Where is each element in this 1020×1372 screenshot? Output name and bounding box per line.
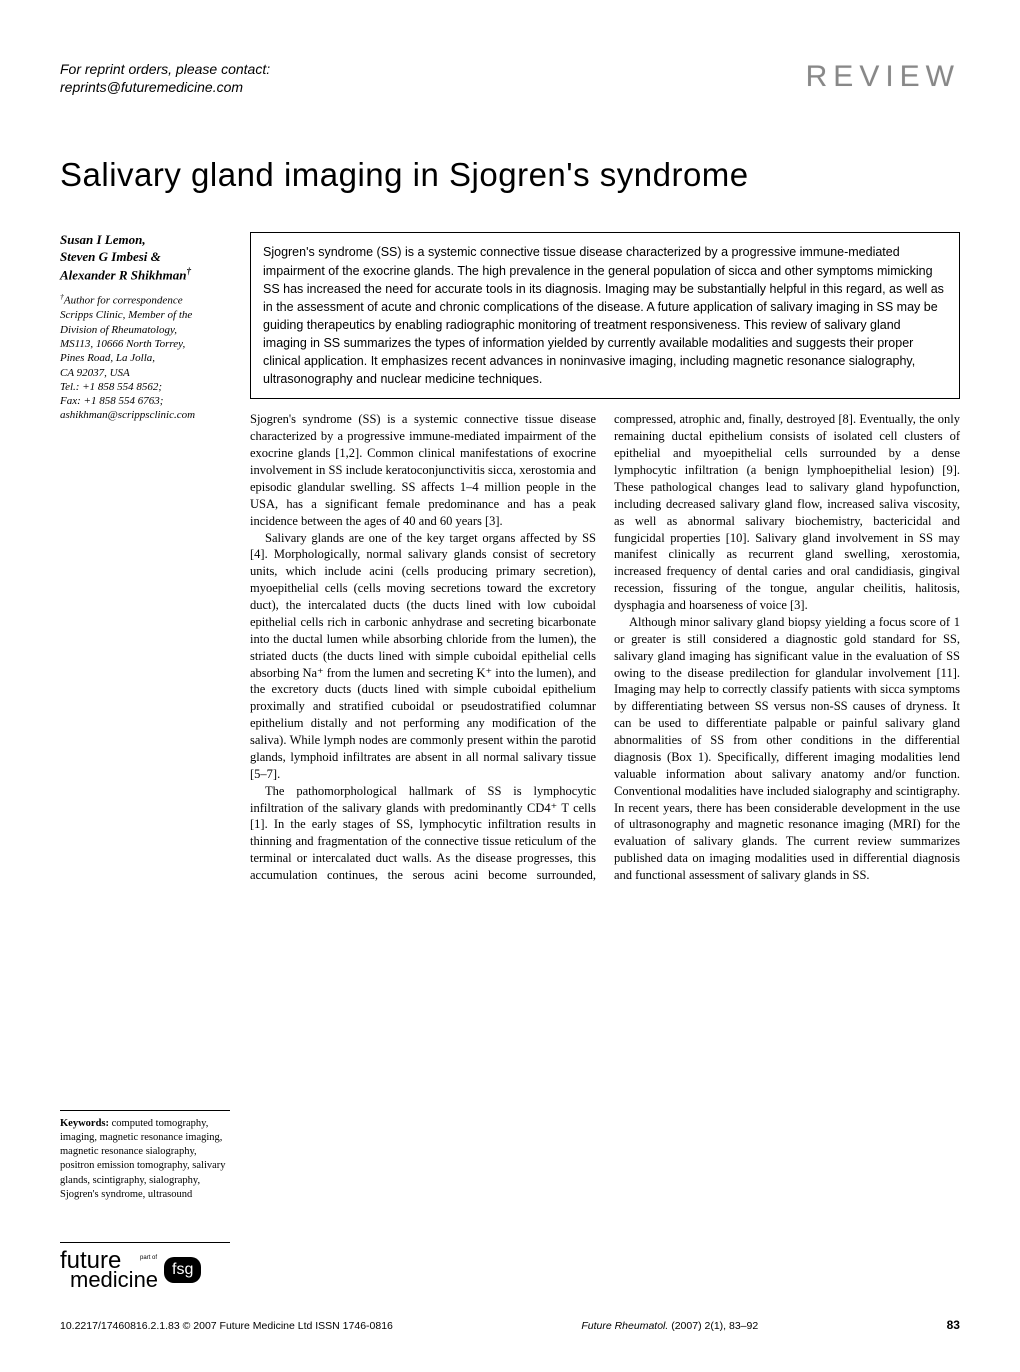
article-title: Salivary gland imaging in Sjogren's synd…	[60, 156, 960, 194]
author-2: Steven G Imbesi &	[60, 249, 230, 266]
author-list: Susan I Lemon, Steven G Imbesi & Alexand…	[60, 232, 230, 284]
main-column: Sjogren's syndrome (SS) is a systemic co…	[250, 232, 960, 884]
content-row: Susan I Lemon, Steven G Imbesi & Alexand…	[60, 232, 960, 884]
affiliation-block: †Author for correspondence Scripps Clini…	[60, 292, 230, 422]
keywords-text: computed tomography, imaging, magnetic r…	[60, 1118, 226, 1200]
sidebar: Susan I Lemon, Steven G Imbesi & Alexand…	[60, 232, 230, 884]
author-3: Alexander R Shikhman†	[60, 266, 230, 284]
affil-tel: Tel.: +1 858 554 8562;	[60, 380, 230, 394]
fsg-text: fsg	[172, 1261, 193, 1278]
affil-email: ashikhman@scrippsclinic.com	[60, 408, 230, 422]
corr-note: †Author for correspondence	[60, 292, 230, 308]
partof-label: part of	[140, 1255, 157, 1261]
reprint-line1: For reprint orders, please contact:	[60, 60, 270, 78]
footer-citation: Future Rheumatol. (2007) 2(1), 83–92	[581, 1320, 758, 1332]
section-badge: REVIEW	[806, 60, 960, 94]
publisher-logo: future medicine part of fsg	[60, 1242, 230, 1290]
fsg-badge-icon: part of fsg	[164, 1257, 201, 1283]
affil-l2: Division of Rheumatology,	[60, 323, 230, 337]
keywords-label: Keywords:	[60, 1118, 109, 1129]
affil-fax: Fax: +1 858 554 6763;	[60, 394, 230, 408]
author-1: Susan I Lemon,	[60, 232, 230, 249]
page-footer: 10.2217/17460816.2.1.83 © 2007 Future Me…	[60, 1318, 960, 1332]
body-p1: Sjogren's syndrome (SS) is a systemic co…	[250, 411, 596, 529]
body-p2: Salivary glands are one of the key targe…	[250, 530, 596, 783]
reprint-contact: For reprint orders, please contact: repr…	[60, 60, 270, 96]
affil-l3: MS113, 10666 North Torrey,	[60, 337, 230, 351]
footer-doi: 10.2217/17460816.2.1.83 © 2007 Future Me…	[60, 1320, 393, 1332]
abstract-box: Sjogren's syndrome (SS) is a systemic co…	[250, 232, 960, 399]
affil-l4: Pines Road, La Jolla,	[60, 351, 230, 365]
affil-l5: CA 92037, USA	[60, 366, 230, 380]
page-number: 83	[947, 1318, 960, 1332]
affil-l1: Scripps Clinic, Member of the	[60, 308, 230, 322]
body-columns: Sjogren's syndrome (SS) is a systemic co…	[250, 411, 960, 884]
page-header: For reprint orders, please contact: repr…	[60, 60, 960, 96]
reprint-line2: reprints@futuremedicine.com	[60, 78, 270, 96]
body-p4: Although minor salivary gland biopsy yie…	[614, 614, 960, 884]
keywords-block: Keywords: computed tomography, imaging, …	[60, 1110, 230, 1202]
